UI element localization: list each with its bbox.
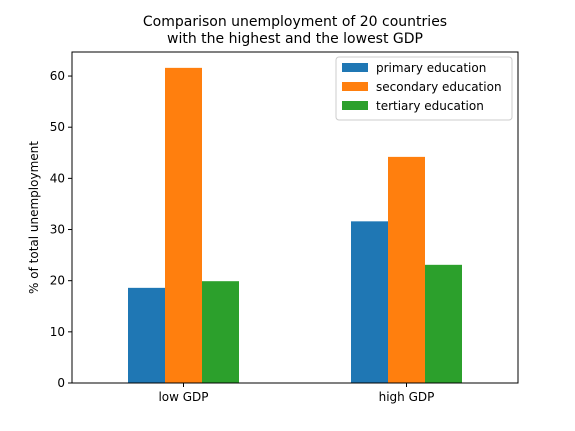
bar-primary-education-high-GDP (351, 221, 388, 383)
chart-title-line-1: Comparison unemployment of 20 countries (143, 14, 447, 30)
y-axis-label: % of total unemployment (27, 141, 41, 294)
y-tick-label: 30 (50, 223, 65, 237)
y-tick-label: 50 (50, 120, 65, 134)
chart-title-line-2: with the highest and the lowest GDP (167, 31, 423, 47)
bar-secondary-education-low-GDP (165, 67, 202, 384)
legend-swatch (342, 101, 368, 110)
axes-group (71, 51, 519, 384)
y-tick-label: 0 (57, 376, 65, 390)
legend-label: tertiary education (376, 99, 484, 113)
legend-swatch (342, 63, 368, 72)
bar-primary-education-low-GDP (128, 287, 165, 383)
x-tick-label: low GDP (158, 390, 208, 404)
y-tick-label: 40 (50, 171, 65, 185)
legend-frame (335, 56, 513, 121)
plot-frame (71, 51, 519, 384)
bar-secondary-education-high-GDP (388, 156, 425, 383)
y-tick-label: 60 (50, 69, 65, 83)
legend-swatch (342, 82, 368, 91)
legend-label: primary education (376, 61, 486, 75)
legend-label: secondary education (376, 80, 502, 94)
bars-group (128, 67, 462, 384)
y-tick-label: 20 (50, 274, 65, 288)
bar-tertiary-education-low-GDP (202, 281, 239, 383)
legend: primary education secondary education tert… (335, 56, 513, 121)
x-tick-label: high GDP (379, 390, 435, 404)
y-ticks: 0 10 20 30 40 50 60 (50, 69, 72, 390)
y-tick-label: 10 (50, 325, 65, 339)
bar-tertiary-education-high-GDP (425, 264, 462, 383)
chart-title: Comparison unemployment of 20 countriesw… (143, 14, 447, 47)
x-ticks: low GDP high GDP (158, 383, 434, 404)
